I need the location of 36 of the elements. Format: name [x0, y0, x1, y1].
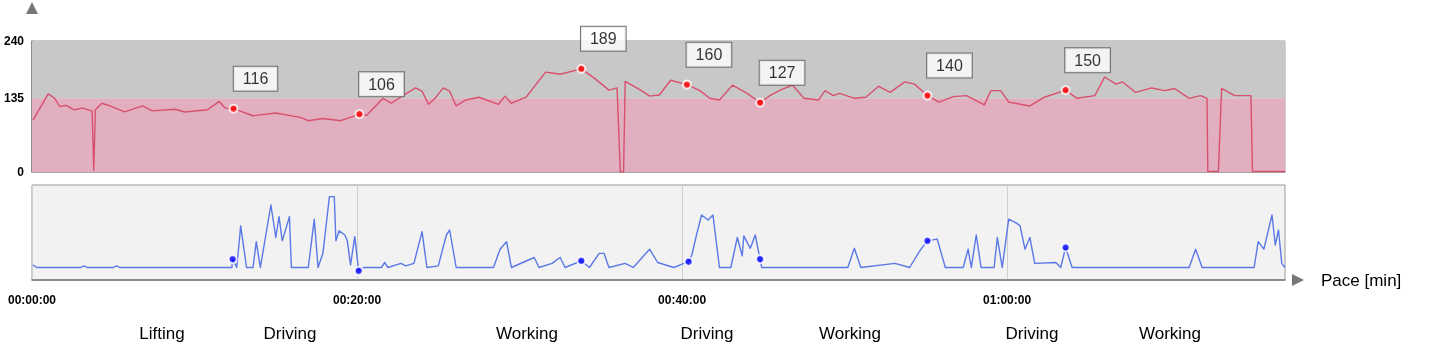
text: Working: [495, 323, 559, 343]
data-label: 127: [768, 64, 796, 82]
y-tick-label: 0: [17, 165, 25, 179]
y-tick-label: 240: [3, 34, 25, 48]
text: Working: [818, 323, 882, 343]
x-tick-label: 00:00:00: [7, 293, 57, 307]
point: [1060, 85, 1071, 96]
point: [755, 254, 766, 265]
text: Working: [1138, 323, 1202, 343]
point: [227, 254, 238, 265]
text: Lifting: [139, 323, 185, 343]
data-label: 140: [936, 57, 963, 75]
point: [681, 79, 692, 90]
y-tick-label: 135: [3, 91, 25, 106]
x-tick-label: 01:00:00: [983, 293, 1032, 307]
point: [354, 109, 365, 120]
point: [922, 235, 933, 246]
x-tick-label: 00:40:00: [658, 293, 707, 307]
point: [1060, 242, 1071, 253]
point: [576, 63, 587, 74]
data-label: 106: [368, 75, 395, 93]
text: Driving: [1005, 323, 1059, 343]
text: Driving: [263, 323, 317, 343]
point: [353, 265, 364, 276]
point: [922, 90, 933, 101]
text: Driving: [680, 323, 734, 343]
data-label: 150: [1074, 51, 1102, 69]
data-label: 116: [242, 70, 269, 88]
data-label: 189: [589, 30, 617, 48]
x-tick-label: 00:20:00: [333, 293, 382, 307]
data-label: 160: [695, 46, 723, 64]
point: [228, 103, 239, 114]
x-axis-title: Pace [min]: [1321, 270, 1402, 290]
point: [755, 97, 766, 108]
point: [683, 256, 694, 267]
point: [576, 255, 587, 266]
